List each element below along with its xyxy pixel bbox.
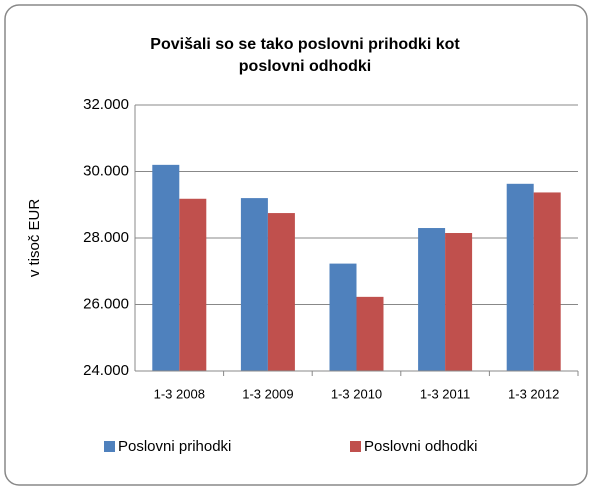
bar: [356, 296, 384, 371]
bar: [418, 228, 446, 371]
legend-swatch: [350, 441, 361, 452]
bar: [329, 263, 357, 371]
legend-label: Poslovni odhodki: [364, 438, 477, 455]
x-tick-label: 1-3 2010: [331, 386, 382, 401]
legend-swatch: [104, 441, 115, 452]
x-tick-label: 1-3 2008: [154, 386, 205, 401]
bar: [506, 183, 534, 371]
y-tick-label: 26.000: [83, 295, 129, 312]
bar: [240, 198, 268, 371]
chart-title: Povišali so se tako poslovni prihodki ko…: [150, 36, 460, 75]
bar: [267, 213, 295, 371]
y-tick-label: 28.000: [83, 229, 129, 246]
bar: [152, 164, 180, 371]
bar: [533, 192, 561, 371]
y-tick-label: 32.000: [83, 96, 129, 113]
legend-label: Poslovni prihodki: [118, 438, 231, 455]
x-tick-label: 1-3 2012: [508, 386, 559, 401]
bar: [179, 198, 207, 371]
x-tick-label: 1-3 2009: [242, 386, 293, 401]
y-tick-label: 30.000: [83, 162, 129, 179]
y-axis-label: v tisoč EUR: [26, 199, 43, 278]
x-tick-label: 1-3 2011: [420, 386, 470, 401]
y-tick-label: 24.000: [83, 362, 129, 379]
bar: [445, 233, 473, 371]
